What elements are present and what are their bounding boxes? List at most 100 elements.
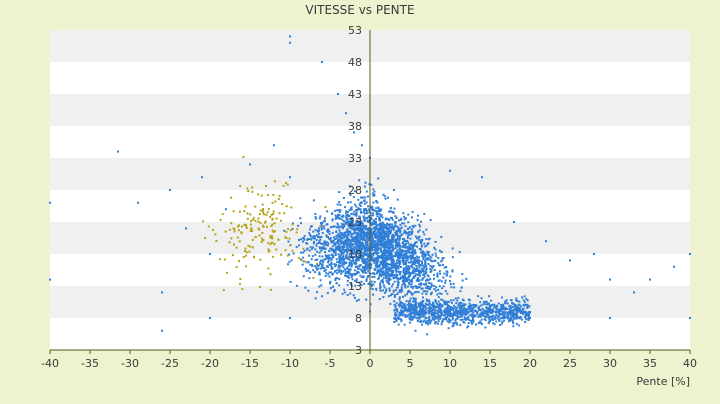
scatter-point: [409, 305, 412, 308]
scatter-point: [467, 322, 470, 325]
scatter-point: [383, 195, 386, 198]
scatter-point: [379, 250, 382, 253]
scatter-point: [396, 277, 399, 280]
scatter-point: [283, 212, 286, 215]
scatter-point: [365, 267, 368, 270]
scatter-point: [349, 292, 352, 295]
scatter-point: [407, 221, 410, 224]
scatter-point: [346, 213, 349, 216]
scatter-point: [383, 242, 386, 245]
scatter-point: [446, 292, 449, 295]
scatter-point: [383, 257, 386, 260]
scatter-point: [398, 238, 401, 241]
scatter-point: [459, 324, 462, 327]
scatter-point: [336, 269, 339, 272]
scatter-point: [502, 306, 505, 309]
scatter-point: [334, 217, 337, 220]
scatter-point: [365, 201, 368, 204]
scatter-point: [506, 317, 509, 320]
scatter-point: [380, 270, 383, 273]
scatter-point: [351, 233, 354, 236]
scatter-point: [369, 230, 372, 233]
scatter-point: [321, 221, 324, 224]
scatter-point: [408, 299, 411, 302]
scatter-point: [358, 245, 361, 248]
scatter-point: [364, 181, 367, 184]
scatter-point: [519, 310, 522, 313]
scatter-point: [399, 302, 402, 305]
scatter-point: [411, 264, 414, 267]
scatter-point: [378, 243, 381, 246]
scatter-point: [439, 314, 442, 317]
scatter-point: [338, 255, 341, 258]
scatter-point: [347, 232, 350, 235]
scatter-point: [389, 229, 392, 232]
scatter-point: [400, 276, 403, 279]
scatter-point: [464, 303, 467, 306]
scatter-point: [321, 247, 324, 250]
scatter-point: [359, 231, 362, 234]
scatter-point: [342, 223, 345, 226]
scatter-point: [485, 300, 488, 303]
scatter-point: [507, 320, 510, 323]
scatter-point: [378, 274, 381, 277]
scatter-point: [340, 250, 343, 253]
scatter-point: [355, 245, 358, 248]
scatter-point: [434, 317, 437, 320]
scatter-point: [464, 317, 467, 320]
scatter-point: [328, 282, 331, 285]
scatter-point: [342, 220, 345, 223]
scatter-point: [319, 259, 322, 262]
scatter-point: [390, 275, 393, 278]
scatter-point: [330, 212, 333, 215]
scatter-point: [432, 273, 435, 276]
scatter-point: [251, 218, 254, 221]
scatter-point: [394, 246, 397, 249]
scatter-point: [406, 236, 409, 239]
scatter-point: [438, 279, 441, 282]
scatter-point: [384, 197, 387, 200]
scatter-point: [375, 210, 378, 213]
scatter-point: [609, 317, 611, 319]
scatter-point: [515, 297, 518, 300]
scatter-point: [499, 313, 502, 316]
scatter-point: [365, 232, 368, 235]
scatter-point: [402, 267, 405, 270]
scatter-point: [378, 298, 381, 301]
scatter-point: [327, 228, 330, 231]
scatter-point: [388, 256, 391, 259]
scatter-point: [325, 272, 328, 275]
scatter-point: [340, 272, 343, 275]
scatter-point: [396, 286, 399, 289]
scatter-point: [465, 277, 468, 280]
scatter-point: [403, 280, 406, 283]
scatter-point: [446, 308, 449, 311]
scatter-point: [364, 247, 367, 250]
scatter-point: [317, 236, 320, 239]
scatter-point: [415, 301, 418, 304]
scatter-point: [305, 242, 308, 245]
scatter-point: [269, 235, 272, 238]
scatter-point: [408, 272, 411, 275]
scatter-point: [360, 211, 363, 214]
scatter-point: [341, 252, 344, 255]
x-tick-label: -40: [41, 357, 59, 370]
scatter-point: [481, 307, 484, 310]
scatter-point: [492, 322, 495, 325]
scatter-point: [281, 203, 284, 206]
scatter-point: [411, 312, 414, 315]
scatter-point: [367, 238, 370, 241]
scatter-point: [372, 208, 375, 211]
scatter-point: [353, 131, 355, 134]
scatter-point: [403, 245, 406, 248]
scatter-point: [453, 322, 456, 325]
scatter-point: [464, 313, 467, 316]
scatter-point: [398, 305, 401, 308]
scatter-point: [405, 261, 408, 264]
scatter-point: [259, 258, 262, 261]
scatter-point: [350, 208, 353, 211]
scatter-point: [378, 264, 381, 267]
scatter-point: [267, 242, 270, 245]
scatter-point: [385, 235, 388, 238]
scatter-point: [410, 280, 413, 283]
